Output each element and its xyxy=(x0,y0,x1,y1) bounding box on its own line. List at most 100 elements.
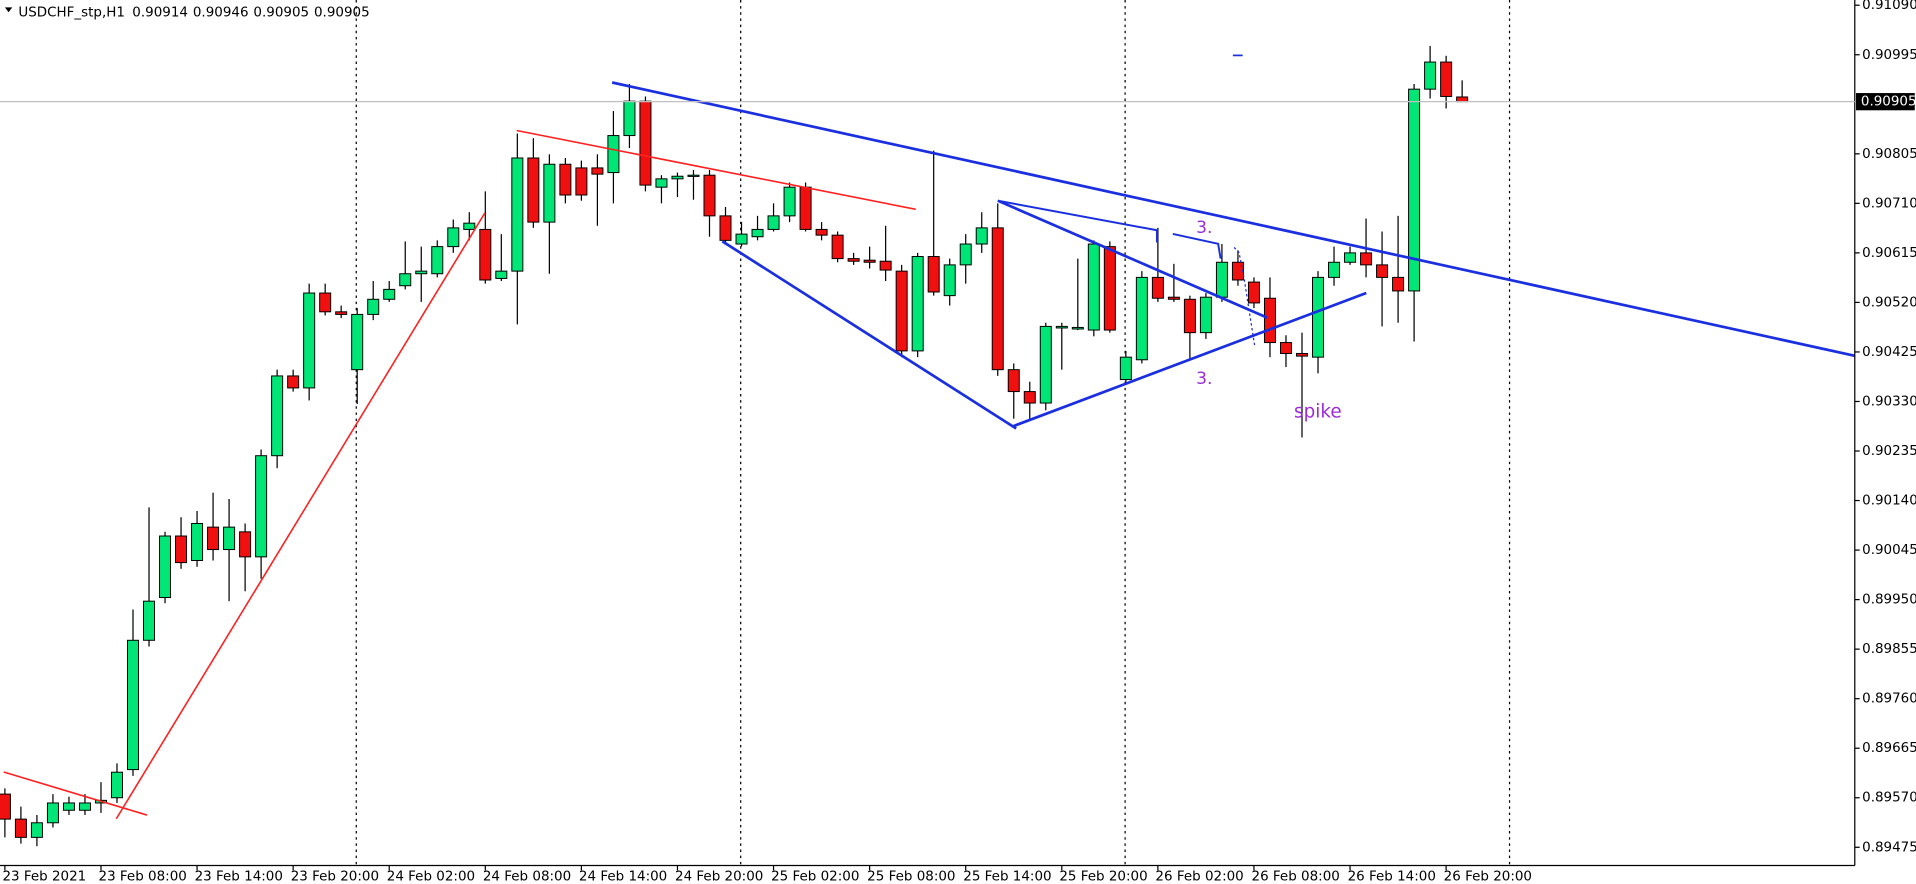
candle-body xyxy=(447,227,460,248)
candle-body xyxy=(223,526,236,551)
x-tick-label: 26 Feb 20:00 xyxy=(1444,869,1532,884)
candle-body xyxy=(46,802,59,824)
candle-body xyxy=(959,243,972,266)
candle-body xyxy=(623,100,636,137)
candle-body xyxy=(431,246,444,275)
symbol: USDCHF_stp,H1 xyxy=(18,4,125,20)
candle-body xyxy=(191,522,204,562)
candle-body xyxy=(1087,243,1100,331)
candle-body xyxy=(639,100,652,186)
trendline xyxy=(721,240,1017,430)
candle-body xyxy=(479,228,492,281)
candle-body xyxy=(927,256,940,293)
candle-body xyxy=(1231,261,1244,281)
header-icon xyxy=(4,7,13,13)
candle-body xyxy=(30,822,43,838)
annotation: spike xyxy=(1294,401,1342,422)
candle-body xyxy=(1376,264,1389,278)
candle-body xyxy=(559,163,572,196)
candle-body xyxy=(1424,61,1437,90)
candle-body xyxy=(1055,325,1068,329)
candle-body xyxy=(351,313,364,371)
candle-body xyxy=(943,264,956,297)
x-tick-label: 25 Feb 14:00 xyxy=(963,869,1051,884)
candle-body xyxy=(655,178,668,188)
candle-body xyxy=(78,802,91,811)
y-tick-label: 0.90805 xyxy=(1862,146,1916,162)
x-tick-label: 24 Feb 20:00 xyxy=(675,869,763,884)
trendline xyxy=(997,199,1158,243)
header-close: 0.90905 xyxy=(314,4,370,20)
candle-body xyxy=(303,292,316,389)
candle-body xyxy=(62,802,75,811)
candle-body xyxy=(1007,369,1020,393)
candle-body xyxy=(1199,296,1212,334)
y-tick-label: 0.89665 xyxy=(1862,740,1916,756)
x-tick-label: 24 Feb 08:00 xyxy=(483,869,571,884)
candle-body xyxy=(1183,298,1196,334)
candle-body xyxy=(1215,261,1228,298)
y-tick-label: 0.89570 xyxy=(1862,790,1916,806)
candle-body xyxy=(255,455,268,558)
candle-body xyxy=(1247,281,1260,304)
annotation: 3. xyxy=(1196,218,1212,238)
x-tick-label: 24 Feb 14:00 xyxy=(579,869,667,884)
candle-body xyxy=(1295,353,1308,357)
x-tick-label: 23 Feb 08:00 xyxy=(99,869,187,884)
annotation: 3. xyxy=(1196,369,1212,389)
y-tick-label: 0.90235 xyxy=(1862,443,1916,459)
candle-body xyxy=(0,793,11,820)
candle-body xyxy=(335,311,348,315)
y-tick-label: 0.89475 xyxy=(1862,839,1916,855)
x-tick-label: 25 Feb 20:00 xyxy=(1059,869,1147,884)
candle-body xyxy=(1023,391,1036,404)
candle-body xyxy=(110,771,123,799)
candle-body xyxy=(207,526,220,551)
day-separators xyxy=(355,0,1511,866)
trendline xyxy=(516,129,916,211)
x-tick-label: 26 Feb 08:00 xyxy=(1252,869,1340,884)
candle-body xyxy=(1103,246,1116,331)
candle-body xyxy=(1279,342,1292,355)
candle-body xyxy=(719,215,732,241)
x-tick-label: 23 Feb 2021 xyxy=(2,869,86,884)
y-tick-label: 0.90710 xyxy=(1862,195,1916,211)
y-tick-label: 0.91090 xyxy=(1862,0,1916,13)
candle-body xyxy=(751,228,764,238)
candle-body xyxy=(287,375,300,389)
x-tick-label: 25 Feb 08:00 xyxy=(867,869,955,884)
candle-body xyxy=(735,233,748,245)
candle-body xyxy=(703,174,716,217)
y-tick-label: 0.90330 xyxy=(1862,393,1916,409)
x-axis: 23 Feb 2021 23 Feb 08:00 23 Feb 14:00 23 Fe… xyxy=(2,865,1532,884)
y-tick-label: 0.90520 xyxy=(1862,294,1916,310)
candle-body xyxy=(511,157,524,272)
candle-body xyxy=(239,531,252,558)
header-low: 0.90905 xyxy=(253,4,309,20)
x-tick-label: 26 Feb 02:00 xyxy=(1155,869,1243,884)
trendline xyxy=(611,81,1856,358)
candle-body xyxy=(991,227,1004,371)
candle-body xyxy=(463,222,476,230)
candle-body xyxy=(14,818,27,838)
candle-body xyxy=(383,288,396,300)
annotations: 3. 3. spike xyxy=(1196,218,1342,423)
y-tick-label: 0.89855 xyxy=(1862,641,1916,657)
current-price-box xyxy=(1856,93,1915,111)
candle-body xyxy=(847,258,860,262)
candle-body xyxy=(1392,276,1405,292)
candle-body xyxy=(1071,326,1084,330)
candle-body xyxy=(127,639,140,771)
candle-body xyxy=(399,273,412,287)
header-open: 0.90914 xyxy=(132,4,188,20)
candle-body xyxy=(495,270,508,279)
candle-body xyxy=(687,174,700,177)
trendline xyxy=(1013,291,1367,428)
candle-body xyxy=(1167,296,1180,300)
candle-body xyxy=(863,259,876,263)
candle-body xyxy=(1456,96,1469,103)
candle-body xyxy=(1039,325,1052,404)
